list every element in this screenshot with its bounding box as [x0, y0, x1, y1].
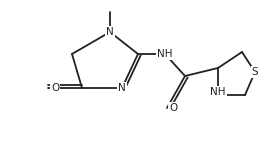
- Text: O: O: [51, 83, 59, 93]
- Text: N: N: [106, 27, 114, 37]
- Text: S: S: [252, 67, 258, 77]
- Text: NH: NH: [210, 87, 226, 97]
- Text: N: N: [118, 83, 126, 93]
- Text: NH: NH: [157, 49, 173, 59]
- Text: O: O: [169, 103, 177, 113]
